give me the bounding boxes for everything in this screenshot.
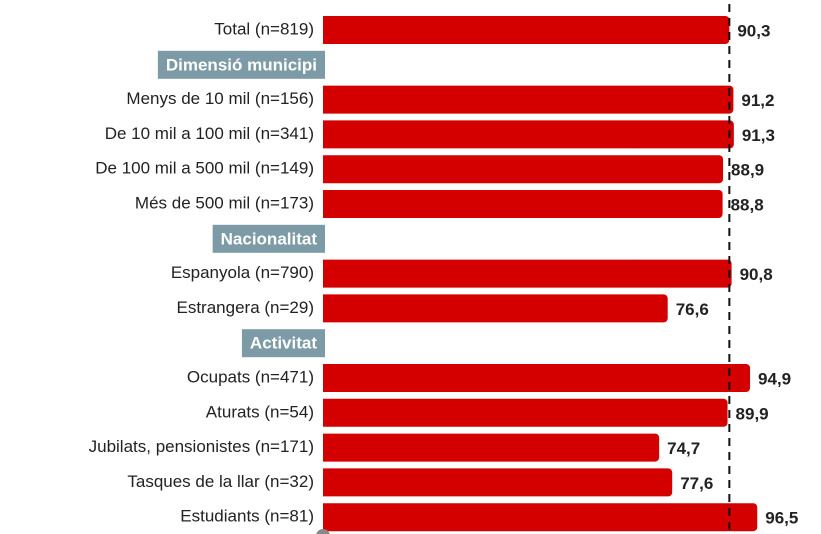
bar (322, 259, 732, 288)
bar (323, 155, 724, 184)
section-header-bg (241, 329, 325, 358)
bar (323, 85, 734, 114)
category-label: Estrangera (n=29) (177, 298, 315, 317)
bar (323, 433, 660, 462)
section-header: Nacionalitat (221, 229, 318, 248)
value-label: 90,3 (737, 21, 770, 40)
value-label: 77,6 (680, 474, 713, 493)
category-label: De 100 mil a 500 mil (n=149) (95, 159, 314, 178)
bar (322, 16, 730, 44)
value-label: 94,9 (758, 369, 791, 388)
section-header: Dimensió municipi (166, 55, 317, 74)
category-label: Jubilats, pensionistes (n=171) (89, 437, 314, 456)
section-header-bg (212, 224, 325, 253)
category-label: Estudiants (n=81) (180, 507, 314, 526)
value-label: 90,8 (740, 265, 773, 284)
bar (323, 398, 728, 427)
category-label: Aturats (n=54) (206, 402, 314, 421)
value-label: 91,2 (741, 91, 774, 110)
bar (322, 190, 723, 218)
category-label: Total (n=819) (214, 19, 314, 38)
section-header: Activitat (250, 334, 317, 353)
axis-dot (316, 529, 330, 534)
section-header-bg (157, 50, 325, 79)
bar (323, 364, 751, 392)
value-label: 88,8 (731, 195, 764, 214)
value-label: 96,5 (765, 509, 798, 528)
value-label: 91,3 (742, 126, 775, 145)
value-label: 88,9 (731, 161, 764, 180)
bar (323, 294, 668, 323)
category-label: Menys de 10 mil (n=156) (126, 89, 314, 108)
bar (323, 503, 758, 532)
category-label: Més de 500 mil (n=173) (135, 193, 314, 212)
value-label: 76,6 (676, 300, 709, 319)
value-label: 74,7 (667, 439, 700, 458)
category-label: Tasques de la llar (n=32) (127, 472, 314, 491)
category-label: Espanyola (n=790) (171, 263, 314, 282)
bar (323, 468, 673, 497)
category-label: De 10 mil a 100 mil (n=341) (105, 124, 314, 143)
bar (322, 120, 734, 149)
category-label: Ocupats (n=471) (187, 367, 314, 386)
value-label: 89,9 (736, 404, 769, 423)
